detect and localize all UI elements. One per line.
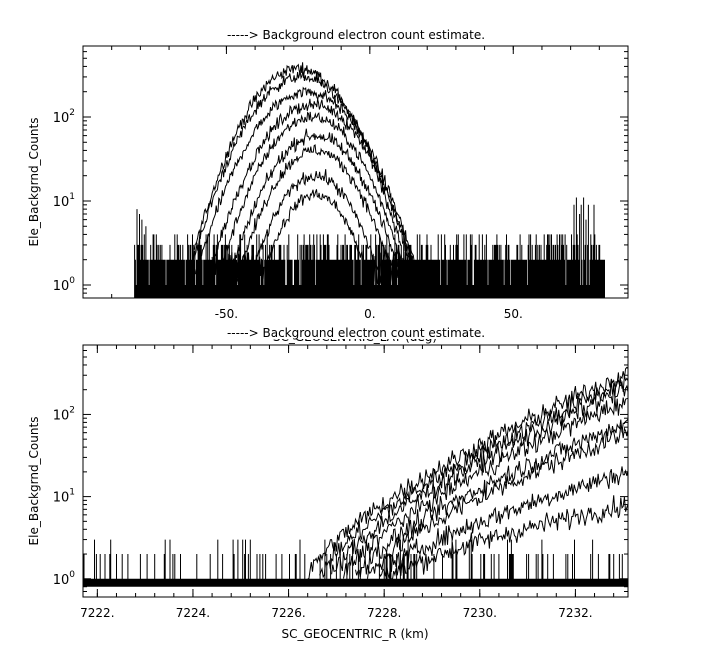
bottom-chart-ylabel: Ele_Backgrnd_Counts [27, 417, 41, 546]
top-series-line [221, 144, 409, 285]
top-series-line [195, 86, 418, 275]
bottom-chart-title: -----> Background electron count estimat… [227, 326, 485, 340]
bottom-chart-ticks: 7222. 7224. 7226. 7228. 7230. 7232. 100 101 102 [53, 344, 628, 620]
bottom-series-line [331, 380, 629, 575]
bottom-chart-ytick-label: 101 [53, 488, 75, 506]
bottom-chart-ytick-label: 102 [53, 405, 75, 423]
top-chart-xtick-label: -50. [215, 307, 238, 321]
bottom-series-line [343, 397, 629, 579]
top-chart-frame [82, 45, 629, 299]
top-series-line [211, 111, 414, 285]
bottom-series-line [367, 424, 629, 579]
top-chart-xtick-label: 0. [364, 307, 375, 321]
bottom-series-line [391, 495, 629, 580]
bottom-chart-xtick-label: 7230. [463, 606, 497, 620]
top-chart: -----> Background electron count estimat… [27, 28, 629, 344]
bottom-chart-xtick-label: 7232. [558, 606, 592, 620]
bottom-series-line [378, 466, 629, 579]
bottom-chart-frame [82, 344, 629, 598]
top-chart-ticks: -50. 0. 50. 100 101 102 [53, 45, 629, 321]
bottom-chart-ytick-label: 100 [53, 570, 76, 588]
top-series-line [192, 70, 410, 263]
bottom-chart-xtick-label: 7222. [80, 606, 114, 620]
bottom-chart: -----> Background electron count estimat… [27, 325, 629, 641]
bottom-series-line [319, 375, 629, 579]
bottom-chart-xlabel: SC_GEOCENTRIC_R (km) [282, 627, 429, 641]
bottom-chart-traces [82, 366, 629, 587]
bottom-chart-xtick-label: 7224. [176, 606, 210, 620]
top-chart-xtick-label: 50. [504, 307, 523, 321]
top-chart-traces [134, 62, 605, 298]
top-chart-ylabel: Ele_Backgrnd_Counts [27, 118, 41, 247]
top-chart-ytick-label: 102 [53, 108, 75, 126]
bottom-series-line [355, 418, 629, 578]
bottom-chart-title-backdrop [220, 325, 492, 339]
top-series-line [236, 189, 395, 286]
top-chart-ytick-label: 101 [53, 192, 75, 210]
bottom-chart-xtick-label: 7228. [367, 606, 401, 620]
top-series-line [218, 128, 413, 286]
top-series-line [204, 98, 421, 287]
bottom-chart-xtick-label: 7226. [271, 606, 305, 620]
top-chart-ytick-label: 100 [53, 276, 76, 294]
top-chart-title: -----> Background electron count estimat… [227, 28, 485, 42]
